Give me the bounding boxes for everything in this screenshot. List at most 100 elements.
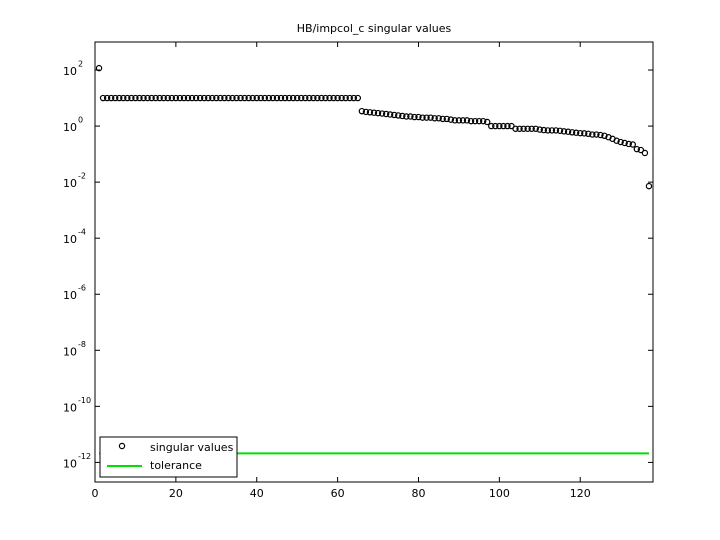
data-point [306,94,313,102]
data-point [484,118,491,126]
legend-marker [118,442,126,450]
data-point [269,94,277,102]
data-point [564,128,572,135]
x-tick-label: 40 [250,487,264,500]
data-point [572,129,580,136]
data-point [597,131,604,139]
data-point [366,109,374,116]
y-tick-label: 10 [63,401,77,414]
data-point [277,94,285,102]
data-point [196,94,204,102]
data-point [318,94,325,102]
data-point [467,117,475,125]
data-point [144,94,151,102]
data-point [532,125,539,132]
data-point [568,129,576,136]
data-point [459,117,467,124]
x-tick-label: 80 [411,487,425,500]
data-point [221,94,228,102]
y-tick-label: 10 [63,177,77,190]
data-point [374,109,382,117]
y-tick-exponent: -12 [78,452,91,461]
data-point [423,114,430,121]
data-point [358,107,366,115]
data-point [443,115,450,123]
data-point [593,131,600,138]
data-point [415,113,422,121]
data-point [293,94,301,102]
data-point [524,125,531,132]
data-point [136,94,143,102]
data-point [399,112,406,120]
data-point [378,110,386,117]
data-point [209,94,216,102]
data-point [528,125,535,132]
data-point [99,94,107,102]
data-point [200,94,208,102]
data-point [633,145,641,153]
data-point [500,122,507,130]
data-point [233,94,240,102]
data-point [116,94,123,102]
data-point [403,113,410,120]
data-point [107,94,115,102]
data-point [285,94,293,102]
data-point [192,94,200,102]
data-point [326,94,333,102]
data-point [625,140,632,148]
legend-label: tolerance [150,459,202,472]
y-tick-base: 10 [63,121,77,134]
data-point [520,125,527,132]
data-point [581,130,588,137]
data-point [411,113,418,121]
data-point [156,94,163,102]
data-point [536,126,543,133]
y-tick-base: 10 [63,457,77,470]
y-tick-base: 10 [63,65,77,78]
data-point [229,94,236,102]
data-point [577,129,584,137]
data-point [350,94,357,102]
data-point [617,138,624,146]
y-tick-label: 10 [63,345,77,358]
data-point [217,94,224,102]
data-point [140,94,147,102]
data-point [184,94,192,102]
y-tick-exponent: -8 [78,340,86,349]
data-point [180,94,188,102]
y-tick-base: 10 [63,233,77,246]
y-tick-exponent: 0 [78,116,83,125]
data-point [431,115,438,122]
data-point [253,94,260,102]
data-point [322,94,329,102]
data-point [637,146,645,154]
data-point [176,94,184,102]
data-point [552,127,560,134]
data-point [273,94,281,102]
data-point [205,94,212,102]
y-tick-exponent: 2 [78,60,83,69]
data-point [132,94,139,102]
data-point [496,122,503,130]
data-point [302,94,309,102]
data-point [621,139,628,147]
data-point [370,109,378,116]
y-tick-exponent: -4 [78,228,86,237]
data-point [427,114,434,121]
data-point [447,116,455,123]
data-point [548,127,556,134]
data-point [516,125,523,132]
data-point [488,122,495,130]
y-tick-base: 10 [63,401,77,414]
data-point [152,94,159,102]
data-point [463,117,471,124]
y-tick-base: 10 [63,289,77,302]
x-tick-label: 0 [92,487,99,500]
data-point [492,122,499,130]
data-point [439,115,446,123]
data-point [585,130,592,138]
x-tick-label: 20 [169,487,183,500]
data-point [556,127,564,134]
data-point [112,94,119,102]
